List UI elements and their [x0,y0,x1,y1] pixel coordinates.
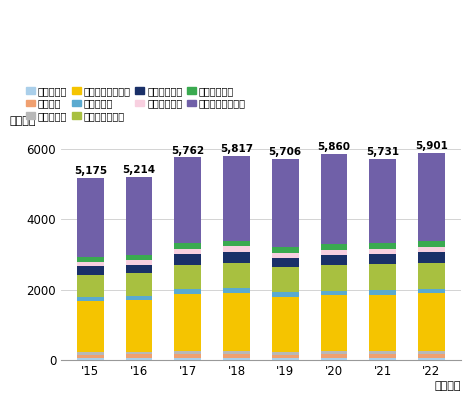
Bar [125,296,152,300]
Bar [125,264,152,273]
Bar [418,288,445,294]
Bar [77,358,104,360]
Bar [77,266,104,275]
Bar [125,300,152,352]
Bar [125,358,152,360]
Bar [418,247,445,252]
Bar [418,252,445,262]
Text: 5,731: 5,731 [366,147,399,157]
Bar [321,255,347,265]
Bar [174,358,201,360]
Bar [369,354,396,358]
Text: 5,901: 5,901 [415,141,448,151]
Bar [223,156,250,241]
Bar [174,294,201,351]
Text: 5,175: 5,175 [74,166,107,176]
Bar [321,250,347,255]
Bar [321,296,347,351]
Text: 5,860: 5,860 [317,142,351,152]
Bar [272,292,298,297]
Bar [272,358,298,360]
Bar [321,354,347,358]
Bar [125,260,152,264]
Bar [272,354,298,358]
Bar [77,262,104,266]
Text: 5,706: 5,706 [269,148,302,158]
Bar [223,358,250,360]
Bar [272,352,298,354]
Bar [223,252,250,263]
Bar [418,358,445,360]
Bar [369,358,396,360]
Bar [174,351,201,354]
Bar [369,295,396,352]
Text: （億円）: （億円） [9,116,36,126]
Bar [418,241,445,247]
Bar [418,354,445,358]
Bar [321,351,347,354]
Bar [174,254,201,265]
Bar [174,354,201,358]
Bar [77,275,104,297]
Bar [223,294,250,351]
Bar [125,354,152,358]
Bar [418,351,445,354]
Bar [321,244,347,250]
Bar [223,288,250,294]
Bar [125,255,152,260]
Bar [223,354,250,358]
Bar [174,249,201,254]
Bar [369,254,396,264]
Bar [272,253,298,258]
Text: 5,817: 5,817 [220,144,253,154]
Bar [223,246,250,252]
Bar [369,244,396,249]
Bar [223,241,250,246]
Bar [321,358,347,360]
Bar [369,290,396,295]
Bar [77,352,104,354]
Text: （暦年）: （暦年） [434,381,461,391]
Bar [223,351,250,354]
Bar [77,301,104,352]
Bar [418,294,445,351]
Bar [272,160,298,247]
Text: 5,214: 5,214 [123,165,156,175]
Bar [77,257,104,262]
Bar [369,158,396,244]
Bar [369,264,396,290]
Bar [174,243,201,249]
Bar [272,268,298,292]
Bar [321,290,347,296]
Bar [174,290,201,294]
Bar [125,177,152,255]
Bar [174,158,201,243]
Bar [272,247,298,253]
Bar [174,265,201,290]
Bar [321,154,347,244]
Legend: 精米麦機械, 製粉機械, 製めん機械, 製パン・製菓機械, 醸造用機械, 乳製品加工機械, 飲料加工機械, 肉類加工機械, 水産加工機械, その他の食品機械: 精米麦機械, 製粉機械, 製めん機械, 製パン・製菓機械, 醸造用機械, 乳製品… [26,86,246,121]
Bar [77,178,104,257]
Bar [369,249,396,254]
Bar [77,297,104,301]
Bar [418,262,445,288]
Bar [369,352,396,354]
Bar [321,265,347,290]
Bar [272,297,298,352]
Bar [77,354,104,358]
Bar [125,273,152,296]
Bar [272,258,298,268]
Bar [223,263,250,288]
Bar [125,352,152,354]
Bar [418,152,445,241]
Text: 5,762: 5,762 [171,146,204,156]
